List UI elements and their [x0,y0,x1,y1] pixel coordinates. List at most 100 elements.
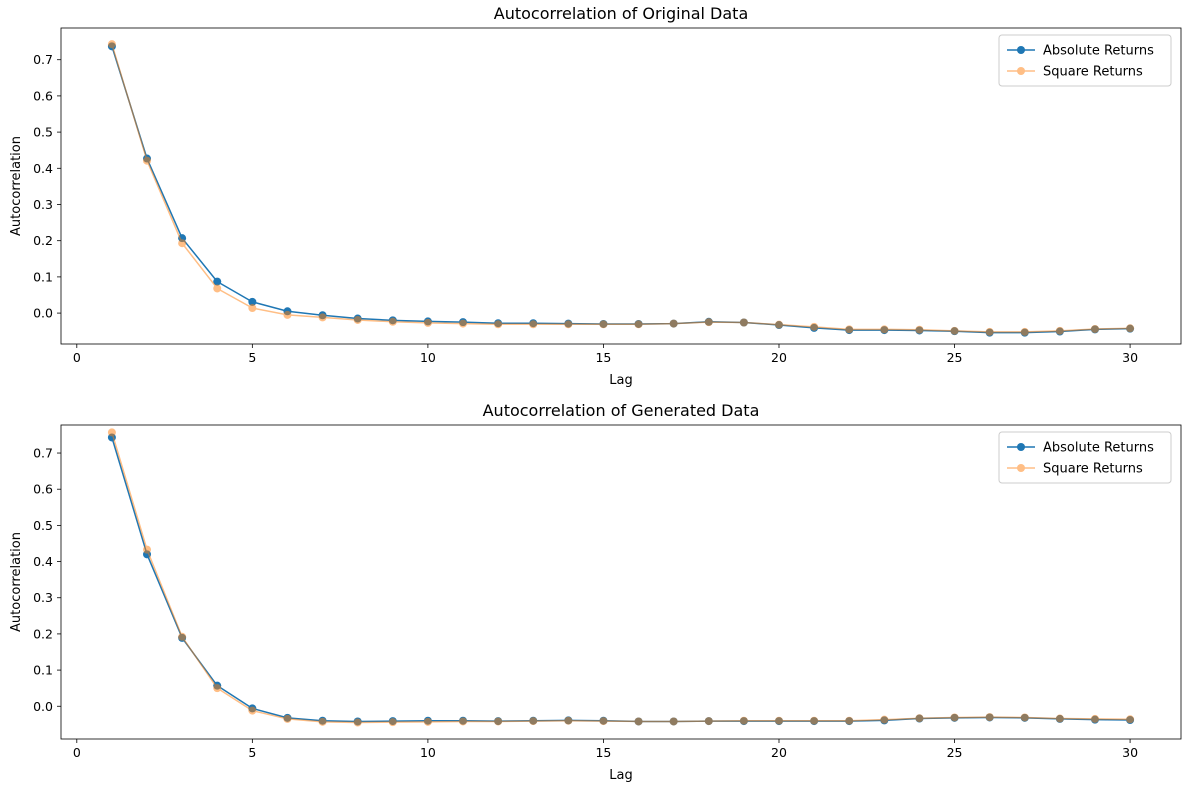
data-point [810,322,819,331]
data-point [353,315,362,324]
x-tick-label: 5 [248,350,256,365]
data-point [669,319,678,328]
data-point [248,304,257,313]
data-point [669,717,678,726]
legend: Absolute Returns Square Returns [998,431,1172,484]
x-tick-label: 30 [1122,350,1138,365]
data-point [248,297,257,306]
legend-label: Square Returns [1043,462,1143,477]
data-point [564,320,573,329]
data-point [459,717,468,726]
chart-title: Autocorrelation of Generated Data [483,401,760,420]
legend: Absolute Returns Square Returns [998,34,1172,87]
data-point [529,320,538,329]
y-tick-label: 0.7 [33,52,53,67]
data-point [880,325,889,334]
series-2 [107,40,1135,336]
y-tick-label: 0.5 [33,518,53,533]
series-1 [107,42,1135,337]
y-tick-label: 0.0 [33,306,53,321]
x-tick-label: 15 [595,350,611,365]
y-tick-label: 0.6 [33,482,53,497]
y-tick-label: 0.1 [33,663,53,678]
data-point [388,718,397,727]
x-tick-label: 20 [771,745,787,760]
data-point [143,545,152,554]
y-tick-label: 0.2 [33,626,53,641]
data-point [950,326,959,335]
x-tick-label: 0 [73,745,81,760]
chart-title: Autocorrelation of Original Data [494,4,749,23]
y-tick-label: 0.7 [33,446,53,461]
data-point [494,320,503,329]
data-point [1020,713,1029,722]
data-point [423,717,432,726]
chart-1: Autocorrelation of Original Data 0 5 10 15 20… [9,4,1182,388]
y-tick-label: 0.4 [33,554,53,569]
y-tick-label: 0.0 [33,699,53,714]
plot-frame [60,27,1182,345]
data-point [318,717,327,726]
data-point [213,684,222,693]
data-point [915,714,924,723]
data-point [213,284,222,293]
data-point [564,716,573,725]
legend-dot [1017,443,1025,451]
data-point [1090,325,1099,334]
y-tick-label: 0.6 [33,88,53,103]
data-point [178,239,187,248]
data-point [1090,714,1099,723]
data-point [774,320,783,329]
data-point [985,713,994,722]
legend-dot [1017,464,1025,472]
y-axis-label: Autocorrelation [9,136,24,236]
data-point [950,713,959,722]
y-axis-label: Autocorrelation [9,532,24,632]
data-point [143,156,152,165]
data-point [459,319,468,328]
data-point [283,310,292,319]
data-point [318,313,327,322]
data-point [739,318,748,327]
data-point [704,318,713,327]
data-point [1020,327,1029,336]
legend-marker [1007,443,1035,451]
x-tick-label: 10 [420,350,436,365]
chart-2: Autocorrelation of Generated Data 0 5 10 15 2… [9,401,1182,783]
legend-marker [1007,46,1035,54]
data-point [634,717,643,726]
x-tick-label: 30 [1122,745,1138,760]
series-line [111,43,1131,333]
x-tick-label: 0 [73,350,81,365]
data-point [353,718,362,727]
y-tick-label: 0.3 [33,197,53,212]
data-point [1126,715,1135,724]
y-tick-label: 0.2 [33,233,53,248]
legend-marker [1007,464,1035,472]
data-point [423,318,432,327]
data-point [704,717,713,726]
data-point [248,706,257,715]
data-point [599,717,608,726]
y-tick-label: 0.1 [33,269,53,284]
legend-label: Absolute Returns [1043,44,1154,59]
y-tick-label: 0.4 [33,161,53,176]
data-point [107,40,116,49]
series-2 [107,428,1135,727]
legend-dot [1017,46,1025,54]
data-point [774,716,783,725]
data-point [283,714,292,723]
data-point [599,320,608,329]
data-point [985,327,994,336]
x-tick-label: 25 [947,350,963,365]
x-tick-label: 5 [248,745,256,760]
series-line [111,46,1131,334]
data-point [388,317,397,326]
legend-label: Square Returns [1043,65,1143,80]
x-axis-label: Lag [609,768,632,783]
x-tick-label: 20 [771,350,787,365]
data-point [529,717,538,726]
data-point [1055,714,1064,723]
data-point [494,717,503,726]
